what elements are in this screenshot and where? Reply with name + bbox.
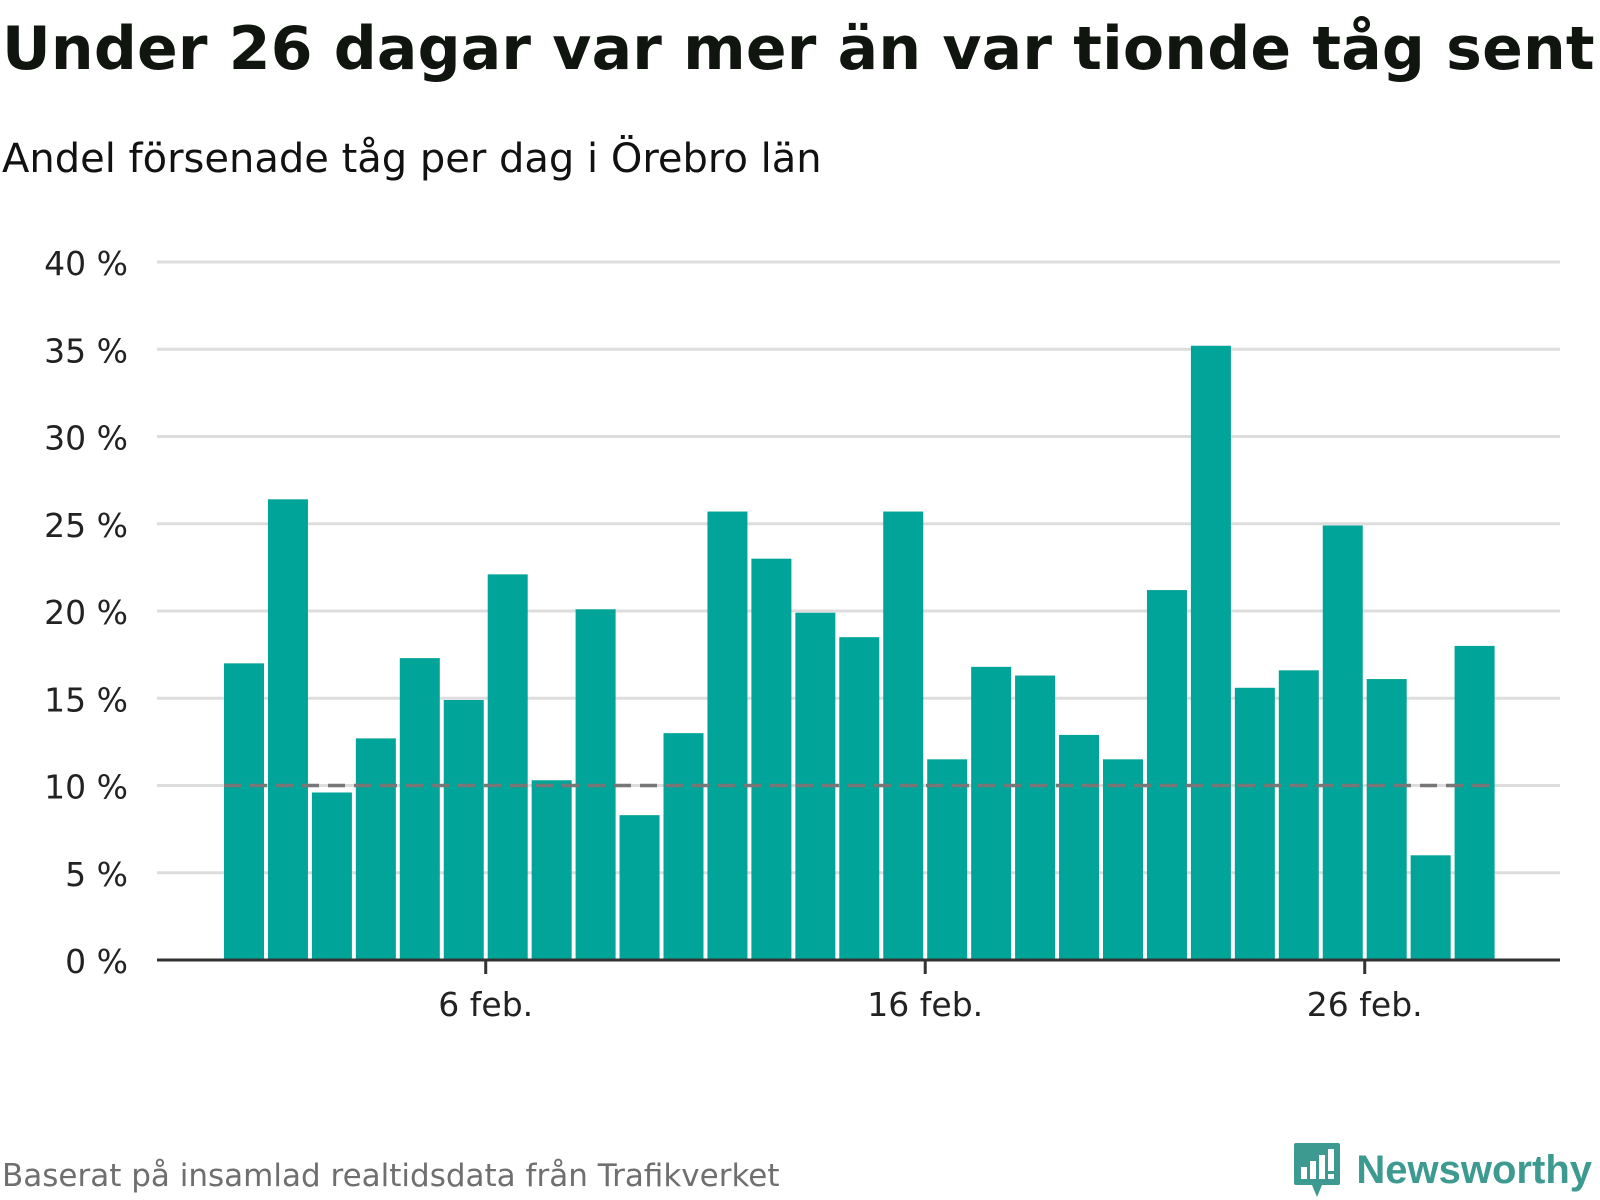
bar bbox=[1146, 590, 1187, 960]
bar bbox=[839, 637, 880, 960]
bar bbox=[663, 733, 704, 960]
x-axis: 6 feb. 16 feb. 26 feb. bbox=[157, 958, 1560, 1024]
y-tick-label: 35 % bbox=[44, 331, 128, 370]
bar bbox=[355, 738, 396, 960]
bar bbox=[443, 699, 484, 960]
chart-subtitle: Andel försenade tåg per dag i Örebro län bbox=[2, 136, 822, 182]
bars bbox=[224, 345, 1495, 960]
brand-name: Newsworthy bbox=[1356, 1147, 1592, 1192]
bar bbox=[1454, 645, 1495, 960]
bar bbox=[1059, 734, 1100, 960]
bar bbox=[1103, 759, 1143, 960]
y-tick-label: 10 % bbox=[44, 768, 128, 807]
bar bbox=[1410, 855, 1451, 960]
y-tick-label: 25 % bbox=[44, 506, 128, 545]
bar bbox=[751, 558, 792, 960]
bar bbox=[311, 792, 352, 960]
bar-chart: 0 % 5 % 10 % 15 % 20 % 25 % 30 % 35 % 40 % 6 feb… bbox=[44, 244, 1560, 1024]
bar bbox=[531, 780, 572, 960]
bar bbox=[1015, 675, 1056, 960]
y-tick-label: 5 % bbox=[65, 855, 128, 894]
bar bbox=[224, 663, 264, 960]
bar bbox=[1322, 525, 1363, 960]
y-tick-label: 30 % bbox=[44, 419, 128, 458]
bar bbox=[1234, 687, 1275, 960]
source-note: Baserat på insamlad realtidsdata från Tr… bbox=[2, 1158, 780, 1194]
y-axis-ticks: 0 % 5 % 10 % 15 % 20 % 25 % 30 % 35 % 40 % bbox=[44, 244, 128, 981]
chart-title: Under 26 dagar var mer än var tionde tåg… bbox=[2, 14, 1595, 84]
bar bbox=[971, 666, 1012, 960]
bar bbox=[1190, 345, 1231, 960]
bar bbox=[1278, 670, 1319, 960]
bar bbox=[883, 511, 924, 960]
bar bbox=[619, 815, 660, 960]
y-tick-label: 15 % bbox=[44, 680, 128, 719]
bar bbox=[707, 511, 748, 960]
y-tick-label: 40 % bbox=[44, 244, 128, 283]
y-tick-label: 0 % bbox=[65, 942, 128, 981]
newsworthy-logo-icon bbox=[1294, 1143, 1341, 1197]
x-tick-label: 26 feb. bbox=[1307, 985, 1423, 1024]
bar bbox=[927, 759, 968, 960]
bar bbox=[487, 574, 528, 960]
bar bbox=[399, 658, 440, 960]
x-tick-label: 6 feb. bbox=[438, 985, 533, 1024]
bar bbox=[1366, 679, 1407, 960]
brand-logo: Newsworthy bbox=[1292, 1140, 1592, 1200]
y-tick-label: 20 % bbox=[44, 593, 128, 632]
x-tick-label: 16 feb. bbox=[867, 985, 983, 1024]
bar bbox=[267, 499, 308, 960]
